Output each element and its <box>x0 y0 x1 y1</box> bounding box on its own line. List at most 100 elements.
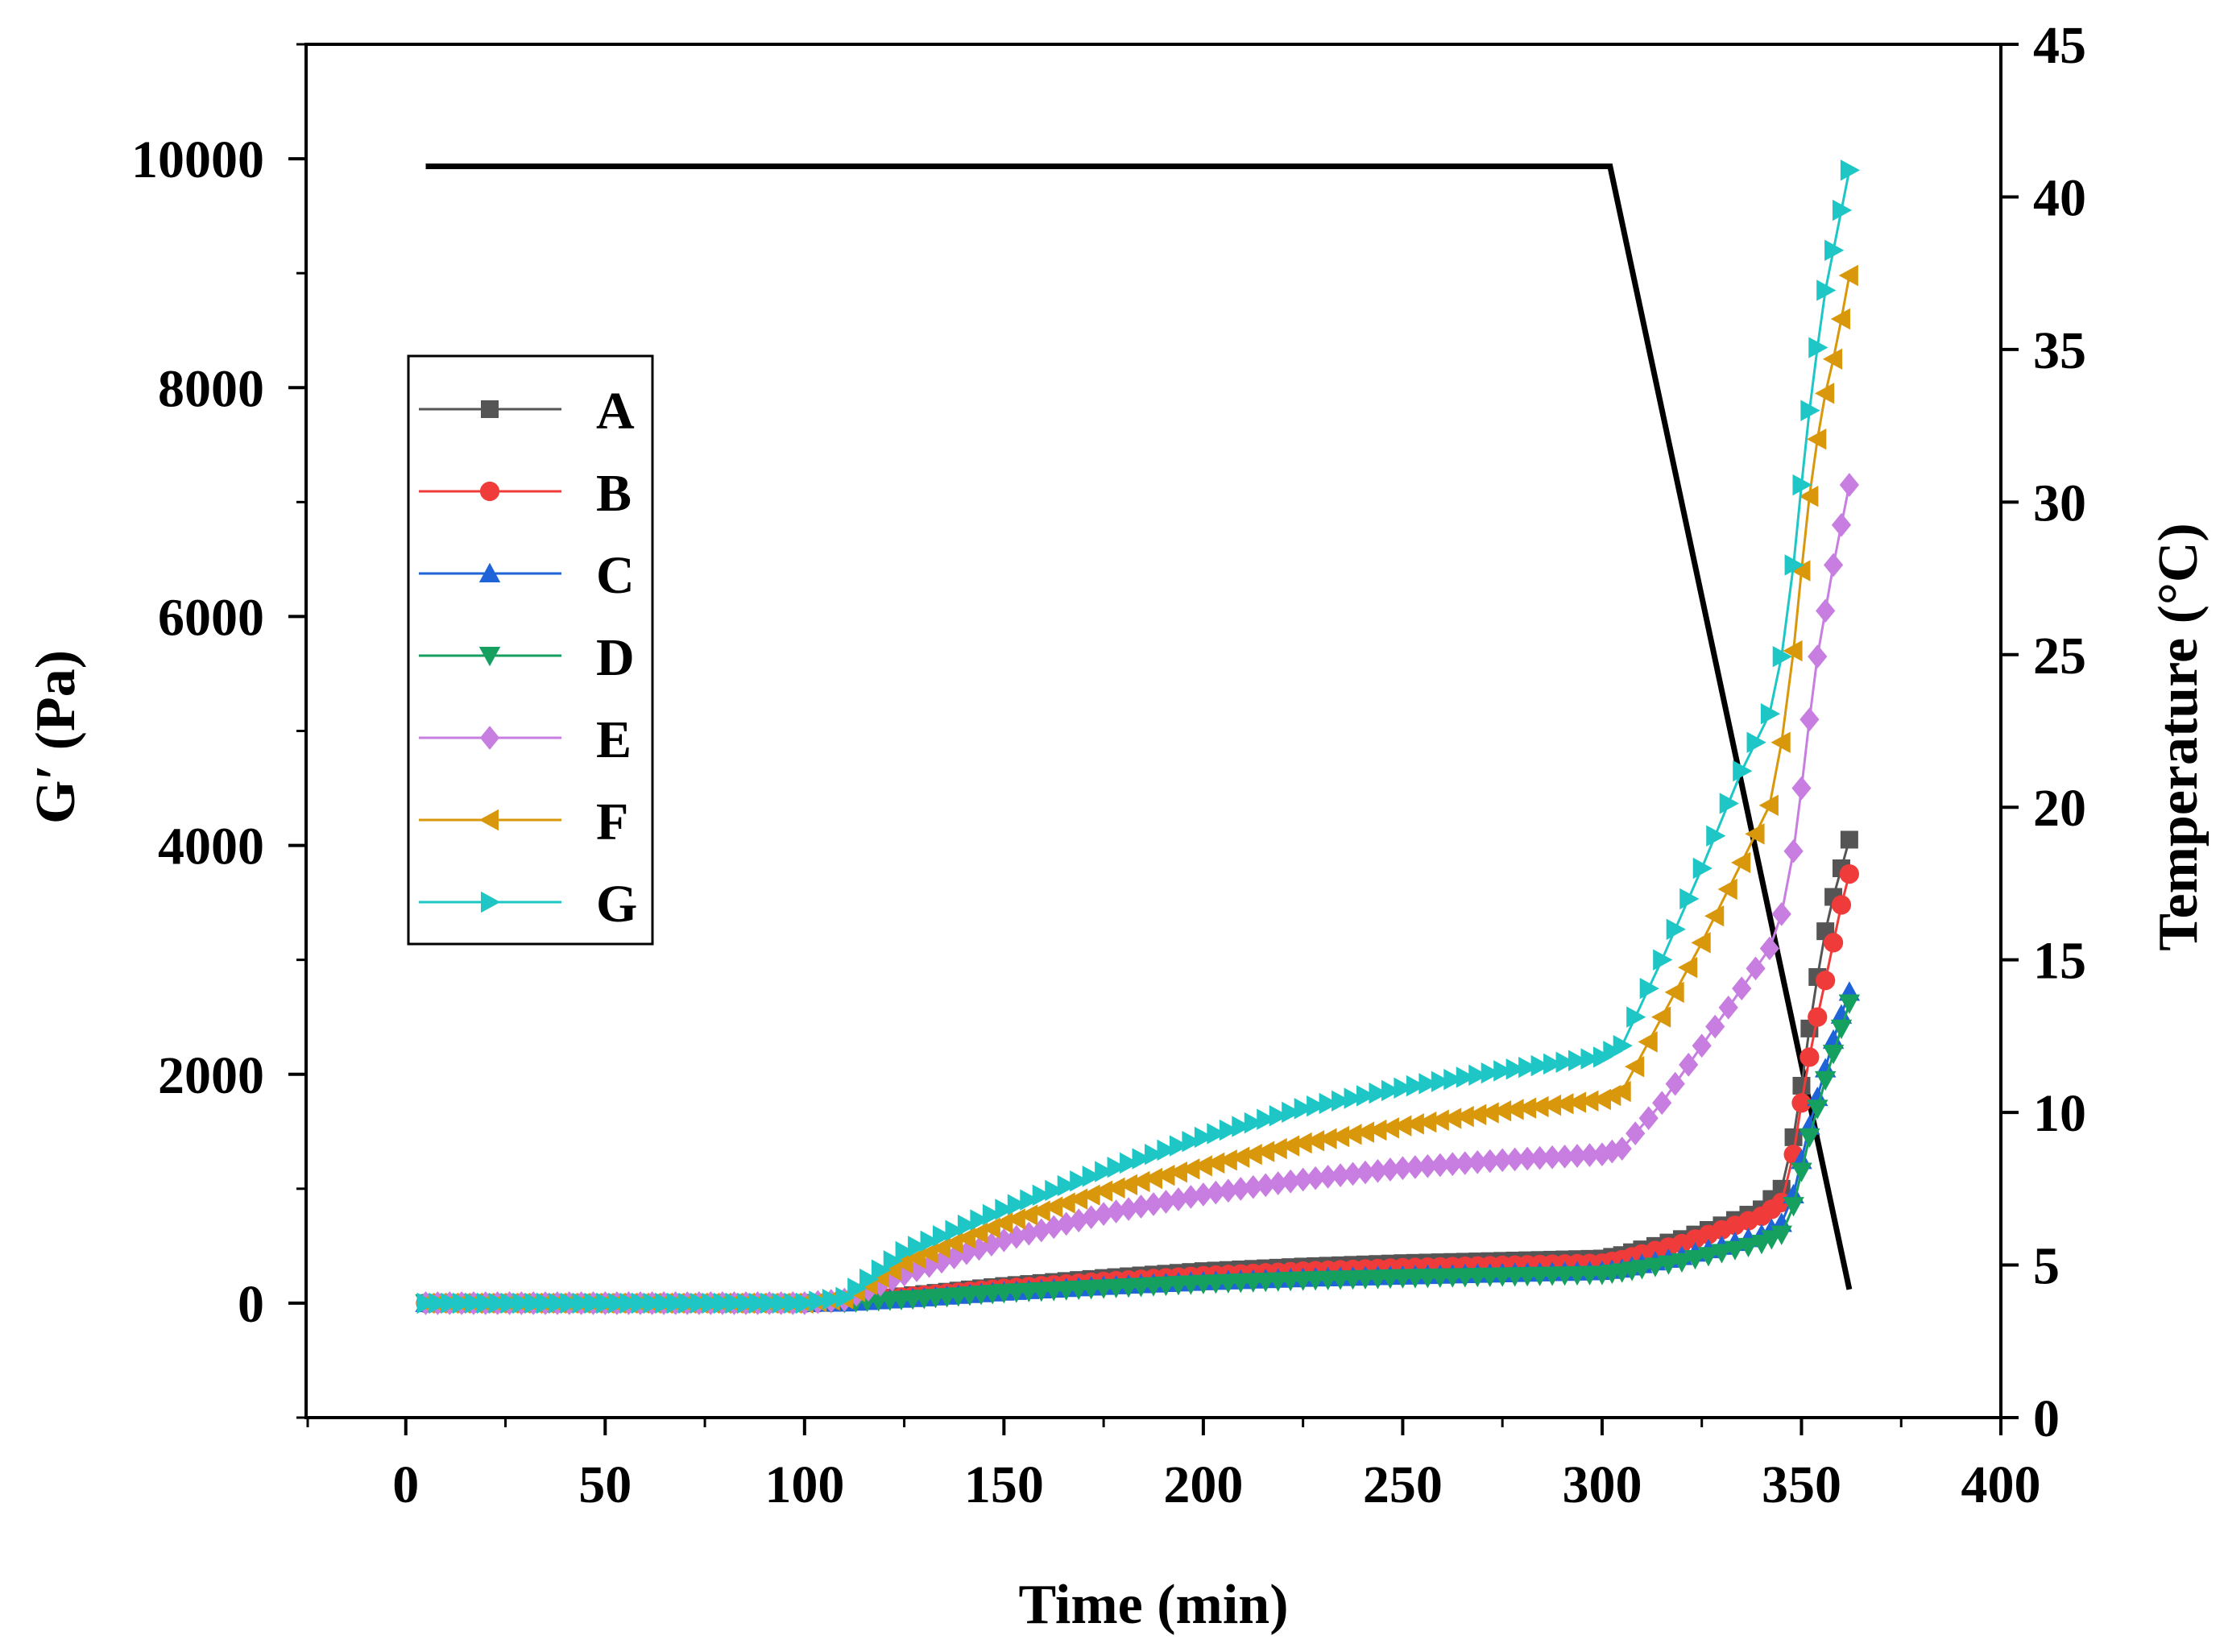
data-point-f <box>1255 1141 1275 1162</box>
data-point-g <box>908 1236 928 1257</box>
data-point-d <box>1822 1045 1845 1065</box>
data-point-e <box>1443 1152 1463 1177</box>
data-point-g <box>945 1219 965 1241</box>
data-point-f <box>1678 956 1698 979</box>
data-point-g <box>560 1292 580 1315</box>
data-point-f <box>1454 1105 1474 1128</box>
data-point-g <box>1344 1087 1364 1109</box>
data-point-g <box>416 1292 437 1315</box>
data-point-e <box>1799 707 1820 732</box>
y-right-tick-label: 25 <box>2033 627 2086 685</box>
data-point-g <box>1653 949 1673 971</box>
data-point-e <box>1293 1167 1313 1192</box>
data-point-e <box>1206 1180 1226 1205</box>
data-point-e <box>1218 1178 1238 1203</box>
data-point-e <box>1505 1147 1525 1172</box>
data-point-f <box>1651 1006 1671 1028</box>
data-point-g <box>809 1290 829 1312</box>
x-tick-label: 50 <box>578 1455 632 1514</box>
data-point-g <box>772 1292 792 1315</box>
data-point-d <box>1799 1128 1820 1149</box>
data-point-e <box>1355 1160 1376 1185</box>
data-point-e <box>931 1249 952 1274</box>
data-point-d <box>1791 1162 1812 1182</box>
y-axis-left: 0 2000 4000 6000 8000 10000 <box>131 43 306 1419</box>
data-point-g <box>1057 1174 1077 1197</box>
data-point-f <box>1217 1149 1237 1171</box>
data-point-g <box>1145 1144 1165 1166</box>
data-point-g <box>847 1277 868 1299</box>
data-point-e <box>906 1258 927 1282</box>
data-point-f <box>1807 428 1827 450</box>
data-point-f <box>1783 640 1803 662</box>
data-point-f <box>1491 1100 1512 1122</box>
data-point-f <box>1230 1146 1250 1168</box>
data-point-f <box>1242 1144 1262 1166</box>
data-point-e <box>1530 1145 1550 1170</box>
data-point-g <box>619 1292 640 1315</box>
data-point-g <box>1095 1161 1115 1182</box>
data-point-g <box>690 1292 710 1315</box>
data-point-e <box>1418 1153 1438 1178</box>
data-point-g <box>1816 279 1837 301</box>
data-point-e <box>1518 1146 1538 1171</box>
data-point-e <box>1281 1169 1301 1194</box>
data-point-a <box>1792 1076 1811 1095</box>
data-point-e <box>1081 1205 1101 1230</box>
data-point-d <box>1830 1019 1853 1040</box>
data-point-e <box>1808 644 1828 669</box>
data-point-g <box>1800 400 1820 421</box>
data-point-f <box>1367 1119 1387 1141</box>
data-point-f <box>881 1259 901 1281</box>
data-point-g <box>512 1292 532 1315</box>
data-point-f <box>1579 1090 1599 1112</box>
data-point-g <box>859 1268 880 1290</box>
data-point-f <box>1691 932 1711 954</box>
data-point-f <box>1292 1132 1312 1154</box>
data-point-f <box>1479 1102 1499 1124</box>
data-point-f <box>1429 1109 1449 1131</box>
data-point-g <box>970 1209 990 1231</box>
x-tick-label: 200 <box>1163 1455 1243 1514</box>
data-point-e <box>1791 776 1812 801</box>
data-point-f <box>1638 1031 1658 1053</box>
data-point-g <box>737 1292 757 1315</box>
legend-label-a: A <box>596 382 635 441</box>
data-point-d <box>1658 1255 1679 1275</box>
data-point-f <box>993 1212 1013 1234</box>
data-point-e <box>1839 473 1859 497</box>
data-point-g <box>1592 1046 1613 1068</box>
data-point-g <box>1808 337 1828 358</box>
data-point-g <box>1443 1068 1464 1091</box>
data-point-e <box>1044 1215 1064 1240</box>
data-point-g <box>1832 199 1853 222</box>
data-point-g <box>1456 1066 1476 1088</box>
legend-label-d: D <box>596 628 635 687</box>
legend-label-f: F <box>596 793 628 851</box>
data-point-g <box>1493 1060 1514 1082</box>
data-point-g <box>784 1292 804 1315</box>
data-point-g <box>1381 1079 1402 1102</box>
data-point-e <box>1256 1173 1276 1198</box>
y-right-tick-label: 20 <box>2033 779 2086 838</box>
data-point-f <box>1791 560 1811 582</box>
y-axis-left-title: G′ (Pa) <box>25 650 87 824</box>
data-point-e <box>1330 1163 1351 1187</box>
data-point-g <box>1840 159 1861 181</box>
data-point-d <box>1644 1257 1667 1277</box>
data-point-f <box>1541 1094 1562 1116</box>
data-point-g <box>488 1292 508 1315</box>
legend-marker-e <box>479 726 500 750</box>
data-point-g <box>1555 1051 1576 1074</box>
data-point-g <box>1157 1139 1177 1161</box>
data-point-f <box>1745 823 1765 845</box>
data-point-g <box>835 1286 855 1309</box>
y-right-tick-label: 0 <box>2033 1389 2060 1448</box>
y-left-tick-label: 8000 <box>158 359 264 418</box>
data-point-g <box>548 1292 569 1315</box>
data-point-g <box>1679 888 1700 910</box>
data-point-e <box>1480 1149 1500 1174</box>
data-point-f <box>1830 308 1850 330</box>
data-point-d <box>1697 1247 1720 1267</box>
x-tick-label: 400 <box>1961 1455 2041 1514</box>
